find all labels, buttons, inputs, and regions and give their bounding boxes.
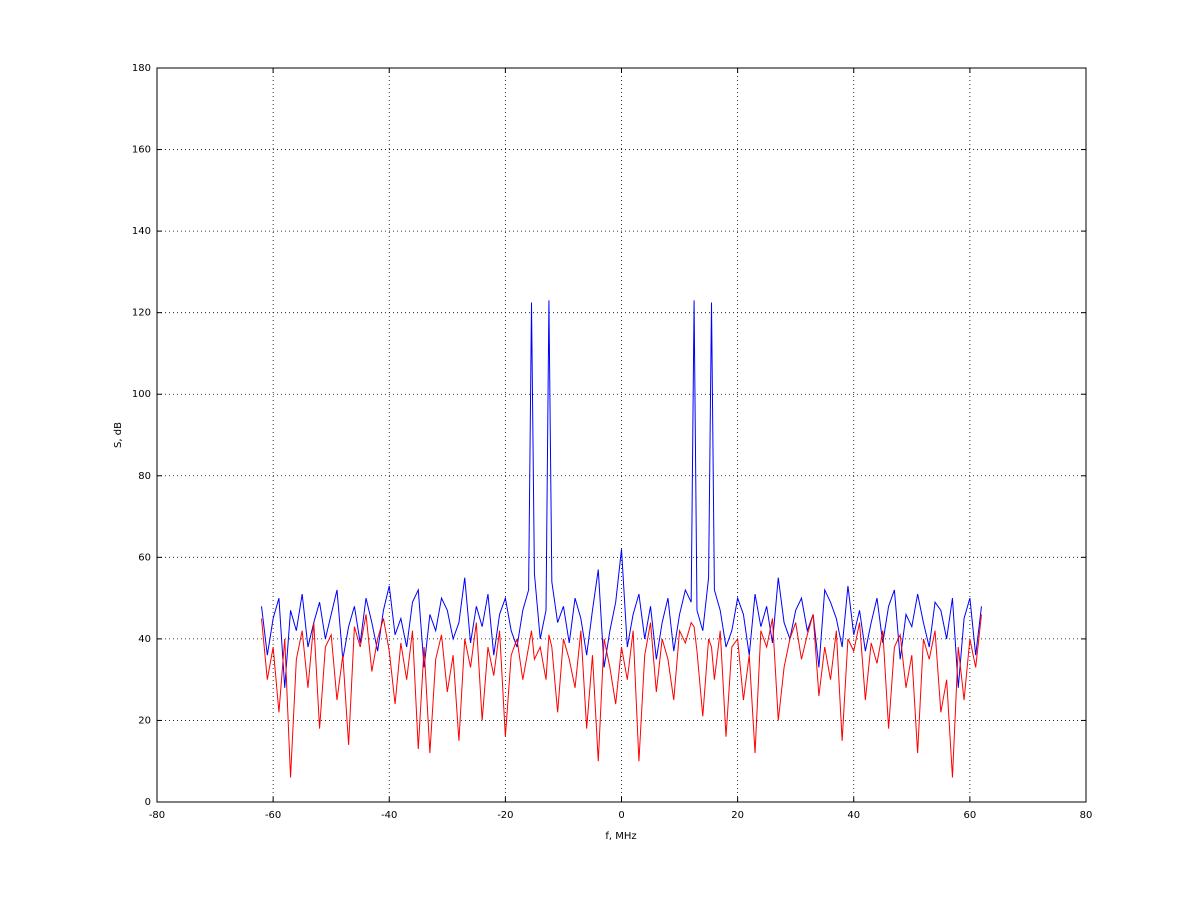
y-tick-label: 120 xyxy=(132,308,151,319)
y-tick-label: 0 xyxy=(145,797,151,808)
y-tick-label: 80 xyxy=(138,471,151,482)
x-tick-label: -20 xyxy=(497,810,513,821)
y-tick-label: 100 xyxy=(132,389,151,400)
x-tick-label: -80 xyxy=(149,810,165,821)
x-tick-label: 20 xyxy=(731,810,744,821)
x-tick-label: 0 xyxy=(618,810,624,821)
x-tick-label: -60 xyxy=(265,810,281,821)
y-axis-label: S, dB xyxy=(113,422,124,448)
series-line xyxy=(261,300,982,688)
y-tick-label: 40 xyxy=(138,634,151,645)
x-tick-label: 60 xyxy=(964,810,977,821)
plot-frame xyxy=(156,67,1087,803)
y-tick-label: 160 xyxy=(132,145,151,156)
x-tick-label: -40 xyxy=(381,810,397,821)
y-tick-label: 60 xyxy=(138,552,151,563)
series-line xyxy=(261,614,982,778)
y-tick-label: 140 xyxy=(132,226,151,237)
x-axis-label: f, MHz xyxy=(605,831,636,842)
y-tick-label: 20 xyxy=(138,715,151,726)
x-tick-label: 80 xyxy=(1080,810,1093,821)
y-tick-label: 180 xyxy=(132,63,151,74)
x-tick-label: 40 xyxy=(847,810,860,821)
